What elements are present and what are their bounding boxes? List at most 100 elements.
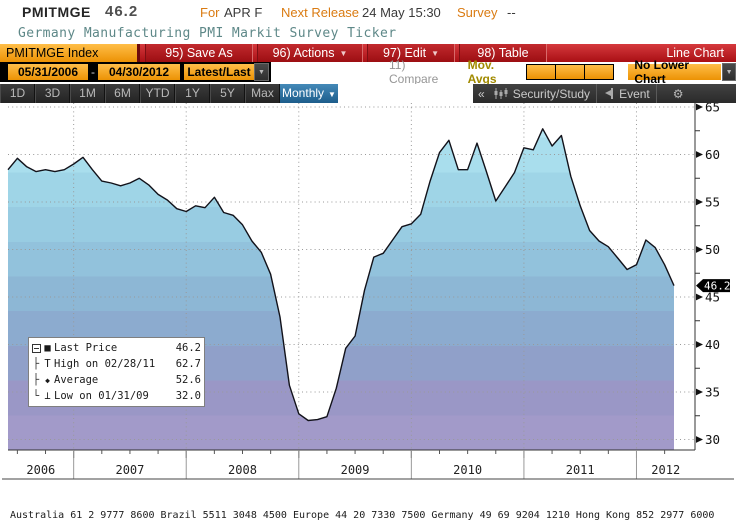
- range-button-3d[interactable]: 3D: [35, 84, 70, 103]
- start-date-field[interactable]: 05/31/2006: [8, 64, 88, 80]
- y-tick-arrow-icon: [696, 151, 703, 158]
- legend-row: ├ ◆ Average 52.6: [32, 374, 201, 386]
- year-label: 2009: [341, 463, 370, 477]
- y-tick-arrow-icon: [696, 103, 703, 111]
- period-toolbar: 1D 3D 1M 6M YTD 1Y 5Y Max Monthly ▼ « Security/S…: [0, 84, 736, 103]
- range-toolbar: 05/31/2006 - 04/30/2012 Latest/Last ▼ 11…: [0, 58, 736, 86]
- year-label: 2011: [566, 463, 595, 477]
- chart-legend[interactable]: ■ Last Price 46.2 ├ T High on 02/28/11 62.7 ├ ◆ A…: [28, 337, 205, 407]
- mav-period-inputs: [526, 64, 615, 80]
- last-price-tag-text: 46.2: [704, 280, 731, 293]
- survey-label: Survey: [457, 5, 498, 20]
- chart-type-label: Line Chart: [666, 46, 724, 60]
- date-separator: -: [91, 65, 95, 79]
- square-marker-icon: ■: [44, 342, 51, 354]
- range-button-1y[interactable]: 1Y: [175, 84, 210, 103]
- legend-row: └ ⊥ Low on 01/31/09 32.0: [32, 390, 201, 402]
- chevron-down-icon: ▼: [431, 48, 439, 58]
- y-axis-label: 30: [705, 432, 720, 447]
- y-tick-arrow-icon: [696, 388, 703, 396]
- ticker-symbol: PMITMGE: [22, 4, 91, 20]
- lower-chart-caret[interactable]: ▼: [722, 63, 736, 81]
- security-description: Germany Manufacturing PMI Markit Survey …: [18, 26, 397, 41]
- y-axis-label: 50: [705, 242, 720, 257]
- ticker-index-box[interactable]: PMITMGE Index: [0, 44, 140, 62]
- red-command-toolbar: PMITMGE Index 95) Save As 96) Actions ▼ 97)…: [0, 44, 736, 62]
- mav-input-2[interactable]: [556, 65, 585, 79]
- legend-row: ├ T High on 02/28/11 62.7: [32, 358, 201, 370]
- red-toolbar-button-97[interactable]: 97) Edit ▼: [367, 44, 455, 62]
- y-axis-label: 35: [705, 385, 720, 400]
- security-study-button[interactable]: Security/Study: [512, 86, 591, 101]
- gear-icon[interactable]: ⚙: [672, 86, 684, 101]
- legend-value: 62.7: [175, 358, 201, 370]
- last-value: 46.2: [105, 3, 139, 20]
- range-button-5y[interactable]: 5Y: [210, 84, 245, 103]
- legend-label: Low on 01/31/09: [54, 390, 149, 402]
- survey-value: --: [507, 5, 516, 20]
- last-price-tag: [696, 279, 730, 293]
- price-line: [7, 128, 675, 422]
- end-date-field[interactable]: 04/30/2012: [98, 64, 180, 80]
- legend-label: High on 02/28/11: [54, 358, 156, 370]
- average-marker-icon: ◆: [45, 375, 50, 385]
- period-mode-caret[interactable]: ▼: [254, 63, 269, 81]
- y-axis-label: 55: [705, 195, 720, 210]
- y-tick-arrow-icon: [696, 198, 703, 206]
- y-axis-label: 60: [705, 147, 720, 162]
- legend-value: 46.2: [175, 342, 201, 354]
- y-tick-arrow-icon: [696, 246, 703, 253]
- toolbar-right-panel: « Security/Study Event ⚙: [473, 84, 736, 103]
- security-header: PMITMGE 46.2 For APR F Next Release 24 M…: [0, 0, 736, 44]
- year-label: 2012: [651, 463, 680, 477]
- y-tick-arrow-icon: [696, 293, 703, 301]
- low-marker-icon: ⊥: [44, 390, 51, 402]
- next-release-label: Next Release: [281, 5, 360, 20]
- mav-input-3[interactable]: [585, 65, 614, 79]
- candlestick-chart-icon: [494, 88, 508, 99]
- event-button[interactable]: Event: [619, 86, 650, 101]
- range-button-6m[interactable]: 6M: [105, 84, 140, 103]
- year-label: 2008: [228, 463, 257, 477]
- high-marker-icon: T: [44, 358, 51, 370]
- legend-label: Average: [54, 374, 99, 386]
- year-label: 2010: [453, 463, 482, 477]
- collapse-panel-button[interactable]: «: [478, 86, 485, 101]
- next-release-value: 24 May 15:30: [362, 5, 441, 20]
- range-button-1d[interactable]: 1D: [0, 84, 35, 103]
- red-toolbar-button-95[interactable]: 95) Save As: [145, 44, 253, 62]
- footer-phones-line: Australia 61 2 9777 8600 Brazil 5511 304…: [10, 510, 715, 521]
- frequency-select[interactable]: Monthly ▼: [280, 84, 338, 103]
- range-toolbar-strip: 11) Compare Mov. Avgs No Lower Chart ▼: [271, 58, 736, 86]
- compare-button[interactable]: 11) Compare: [389, 58, 439, 86]
- chevron-down-icon: ▼: [328, 90, 336, 99]
- legend-row: ■ Last Price 46.2: [31, 340, 201, 356]
- moving-averages-button[interactable]: Mov. Avgs: [467, 58, 497, 86]
- for-value: APR F: [224, 5, 263, 20]
- period-mode-select[interactable]: Latest/Last: [184, 64, 254, 80]
- red-toolbar-button-96[interactable]: 96) Actions ▼: [257, 44, 363, 62]
- event-flag-icon: [605, 88, 614, 99]
- lower-chart-select[interactable]: No Lower Chart: [628, 58, 722, 86]
- red-toolbar-button-98[interactable]: 98) Table: [459, 44, 547, 62]
- legend-value: 52.6: [175, 374, 201, 386]
- range-button-max[interactable]: Max: [245, 84, 280, 103]
- for-label: For: [200, 5, 220, 20]
- range-button-ytd[interactable]: YTD: [140, 84, 175, 103]
- toolbar-divider: [596, 84, 598, 103]
- chevron-down-icon: ▼: [339, 48, 348, 58]
- toolbar-gap: [338, 84, 473, 103]
- y-tick-arrow-icon: [696, 436, 703, 443]
- year-label: 2007: [115, 463, 144, 477]
- y-axis-label: 45: [705, 290, 720, 305]
- range-button-1m[interactable]: 1M: [70, 84, 105, 103]
- y-axis-label: 65: [705, 100, 720, 115]
- year-label: 2006: [26, 463, 55, 477]
- mav-input-1[interactable]: [527, 65, 556, 79]
- legend-expand-icon[interactable]: [31, 343, 41, 353]
- toolbar-divider: [655, 84, 657, 103]
- terminal-footer: Australia 61 2 9777 8600 Brazil 5511 304…: [10, 486, 736, 527]
- y-tick-arrow-icon: [696, 341, 703, 348]
- legend-label: Last Price: [54, 342, 118, 354]
